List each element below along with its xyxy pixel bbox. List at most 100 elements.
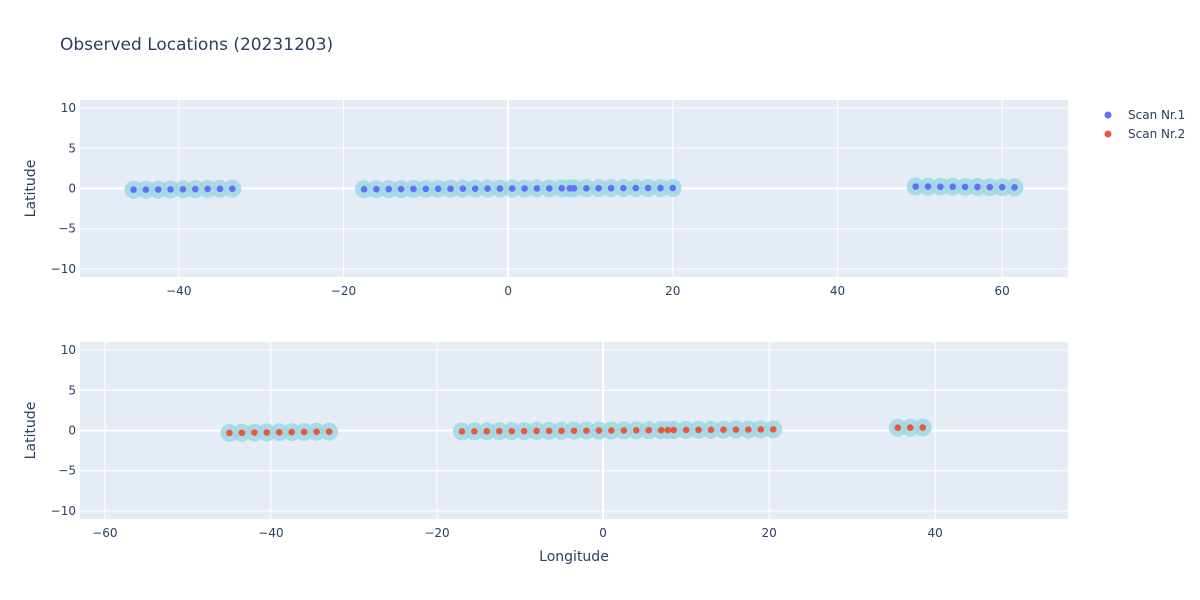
data-point[interactable] [521,185,528,192]
data-point[interactable] [644,184,652,192]
data-point[interactable] [397,185,405,193]
data-point[interactable] [695,426,702,434]
data-point[interactable] [216,185,224,193]
data-point[interactable] [608,427,615,434]
data-point[interactable] [360,186,368,193]
data-point[interactable] [894,424,902,431]
data-point[interactable] [154,186,162,193]
data-point[interactable] [732,426,740,433]
data-point[interactable] [179,186,187,193]
data-point[interactable] [471,185,479,192]
y-tick-label: 5 [68,383,76,397]
data-point[interactable] [496,185,504,192]
data-point[interactable] [558,427,565,435]
data-point[interactable] [998,183,1006,191]
legend-marker-scan-2 [1104,130,1112,138]
data-point[interactable] [545,427,553,435]
data-point[interactable] [974,183,981,191]
data-point[interactable] [583,427,590,434]
data-point[interactable] [238,429,246,437]
data-point[interactable] [757,426,765,433]
data-point[interactable] [664,426,672,434]
series-scan-2 [220,418,932,442]
data-point[interactable] [275,428,283,436]
data-point[interactable] [484,185,491,192]
data-point[interactable] [595,184,602,192]
data-point[interactable] [720,426,727,433]
data-point[interactable] [986,183,994,191]
data-point[interactable] [533,427,540,435]
data-point[interactable] [620,184,627,192]
subplot-top: −40 −20 0 20 40 60 −10 −5 0 5 10 Latitude [23,100,1068,298]
data-point[interactable] [949,183,957,191]
data-point[interactable] [937,183,944,190]
legend-item-scan-2[interactable]: Scan Nr.2 [1104,127,1186,141]
data-point[interactable] [459,185,467,192]
x-tick-label: −20 [424,526,449,540]
data-point[interactable] [912,183,919,190]
data-point[interactable] [632,427,640,434]
data-point[interactable] [570,185,578,192]
data-point[interactable] [191,185,199,193]
data-point[interactable] [919,424,927,431]
data-point[interactable] [458,428,466,435]
y-tick-label: −5 [58,464,76,478]
data-point[interactable] [533,185,541,192]
data-point[interactable] [447,185,454,193]
data-point[interactable] [204,185,211,193]
x-tick-label: 40 [928,526,943,540]
data-point[interactable] [508,185,516,192]
data-point[interactable] [645,426,653,434]
data-point[interactable] [657,184,664,192]
data-point[interactable] [570,427,578,435]
data-point[interactable] [1011,184,1018,191]
data-point[interactable] [434,185,442,193]
data-point[interactable] [769,426,777,433]
data-point[interactable] [682,426,690,434]
data-point[interactable] [226,429,233,437]
data-point[interactable] [670,426,677,434]
data-point[interactable] [508,427,516,435]
data-point[interactable] [130,186,137,194]
data-point[interactable] [167,186,174,193]
x-tick-label: −40 [166,284,191,298]
data-point[interactable] [373,185,380,193]
data-point[interactable] [657,426,665,434]
x-tick-label: 20 [761,526,776,540]
data-point[interactable] [961,183,969,191]
data-point[interactable] [263,429,271,436]
y-tick-label: 0 [68,424,76,438]
data-point[interactable] [313,428,320,436]
legend-item-scan-1[interactable]: Scan Nr.1 [1104,108,1186,122]
data-point[interactable] [924,183,932,190]
data-point[interactable] [422,185,430,193]
data-point[interactable] [471,428,478,435]
data-point[interactable] [229,185,236,193]
data-point[interactable] [906,424,914,431]
data-point[interactable] [595,427,603,434]
data-point[interactable] [251,429,258,436]
data-point[interactable] [707,426,715,434]
data-point[interactable] [483,428,491,435]
data-point[interactable] [546,185,553,192]
data-point[interactable] [520,427,528,435]
y-tick-label: −10 [51,262,76,276]
data-point[interactable] [607,184,615,192]
x-tick-label: 40 [830,284,845,298]
data-point[interactable] [288,428,296,436]
data-point[interactable] [300,428,308,436]
legend-marker-scan-1 [1104,111,1112,119]
data-point[interactable] [632,184,640,192]
data-point[interactable] [495,427,503,435]
data-point[interactable] [558,185,565,192]
data-point[interactable] [620,427,628,434]
data-point[interactable] [385,185,393,193]
x-axis-label-bottom: Longitude [539,549,609,565]
data-point[interactable] [669,184,677,192]
data-point[interactable] [142,186,150,194]
data-point[interactable] [410,185,417,193]
data-point[interactable] [325,428,333,435]
y-tick-label: −5 [58,222,76,236]
data-point[interactable] [745,426,752,433]
data-point[interactable] [583,184,590,192]
